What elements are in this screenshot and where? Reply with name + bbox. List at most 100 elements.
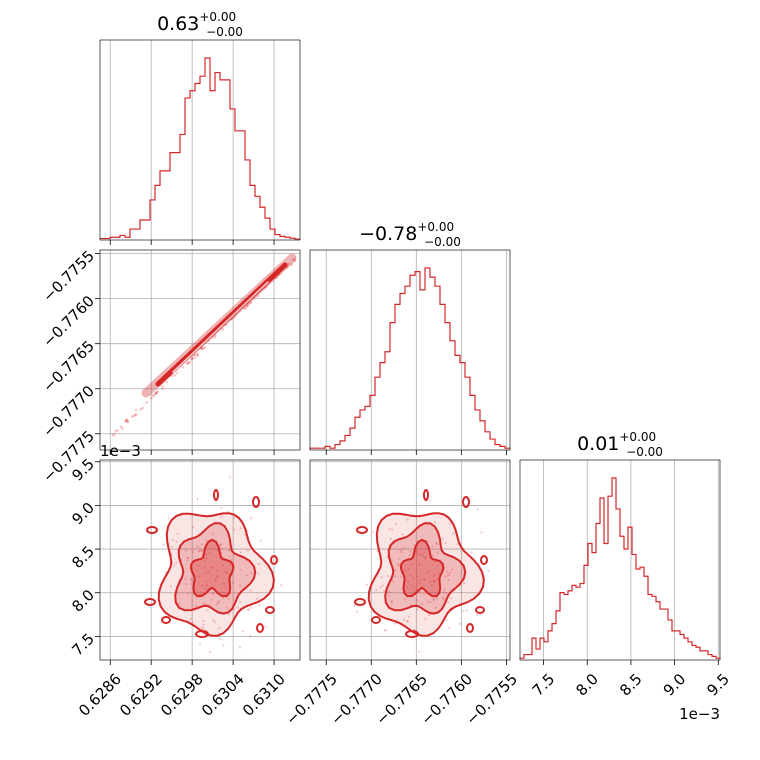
sample-point	[215, 576, 218, 579]
sample-point	[198, 575, 201, 578]
sample-point	[201, 627, 204, 631]
histogram-p2	[519, 477, 721, 659]
sample-point-p0-p1	[139, 407, 143, 411]
sample-point-p0-p1	[187, 361, 190, 364]
sample-point-p0-p1	[125, 418, 129, 421]
sample-point-p0-p1	[193, 353, 197, 357]
sample-point-p0-p1	[111, 433, 115, 437]
sample-point	[200, 543, 204, 546]
sample-point	[400, 575, 403, 579]
sample-point	[462, 610, 465, 613]
sample-point-p0-p1	[154, 391, 158, 395]
sample-point-p0-p1	[134, 413, 138, 416]
sample-point	[470, 551, 473, 554]
sample-point	[226, 606, 229, 609]
sample-point	[400, 551, 403, 554]
sample-point-p0-p1	[290, 263, 293, 267]
sample-point	[202, 623, 205, 626]
sample-point	[225, 571, 228, 575]
sample-point	[412, 577, 415, 580]
sample-point	[409, 573, 412, 577]
sample-point	[424, 557, 427, 560]
panel-frame-2d-p0-p2	[99, 459, 301, 661]
sample-point	[434, 606, 437, 609]
sample-point	[196, 497, 199, 501]
sample-point	[458, 622, 461, 626]
sample-point	[365, 583, 368, 587]
sample-point	[264, 625, 267, 629]
contour-level-outer	[367, 512, 485, 637]
sample-point-p0-p1	[132, 414, 136, 418]
sample-point	[416, 599, 419, 602]
sample-point	[189, 617, 192, 620]
sample-point	[390, 600, 393, 603]
sample-point-p0-p1	[126, 419, 130, 423]
contour-island	[423, 489, 429, 501]
sample-point	[431, 545, 434, 548]
contour-island	[405, 630, 419, 638]
tick-label-y-p2-1: 8.0	[68, 586, 98, 616]
sample-point	[257, 562, 260, 566]
sample-point-p0-p1	[134, 413, 137, 417]
sample-point	[239, 600, 242, 604]
sample-point	[401, 533, 404, 536]
histogram-p1	[309, 267, 511, 449]
sample-point	[258, 604, 261, 607]
sample-point	[239, 551, 242, 554]
sample-point	[255, 597, 259, 600]
sample-point	[422, 577, 425, 581]
contour-island	[161, 616, 171, 624]
sample-point	[476, 508, 479, 511]
sample-point	[424, 572, 427, 575]
sample-point	[232, 517, 235, 520]
title-p2: 0.01+0.00 −0.00	[577, 430, 663, 459]
sample-point	[186, 556, 189, 560]
sample-point-p0-p1	[246, 304, 249, 308]
contour-fill-outer	[368, 513, 484, 636]
sample-point-p0-p1	[213, 335, 216, 339]
sample-point-p0-p1	[119, 425, 123, 429]
tick-label-x-p2-3: 9.0	[660, 670, 690, 700]
sample-point-p0-p1	[130, 415, 134, 418]
sample-point	[402, 618, 406, 621]
sample-point	[428, 614, 431, 617]
contour-p1-p2	[354, 489, 488, 638]
sample-point	[416, 608, 419, 611]
sample-point	[431, 555, 434, 558]
contour-island	[146, 526, 158, 534]
sample-point	[211, 592, 214, 595]
tick-label-x-p0-3: 0.6304	[198, 670, 248, 720]
sample-point	[418, 582, 421, 585]
tick-label-x-p0-2: 0.6298	[157, 670, 207, 720]
offset-text-x-p2: 1e−3	[679, 705, 720, 723]
sample-point	[445, 618, 448, 622]
sample-point	[204, 571, 207, 574]
sample-point	[418, 563, 421, 567]
sample-point	[241, 629, 244, 633]
sample-point	[444, 541, 447, 545]
sample-point	[406, 619, 409, 623]
sample-point	[416, 574, 419, 578]
sample-point	[184, 578, 187, 581]
sample-point-p0-p1	[203, 346, 207, 350]
sample-point-p0-p1	[181, 365, 184, 369]
sample-point-p0-p1	[213, 334, 217, 337]
sample-point-p0-p1	[190, 357, 193, 361]
sample-point	[176, 532, 179, 535]
sample-point	[249, 589, 252, 592]
sample-point	[220, 543, 223, 546]
sample-point	[221, 564, 224, 567]
sample-point-p0-p1	[190, 357, 194, 361]
sample-point	[423, 578, 426, 582]
sample-point	[413, 590, 416, 593]
contour-fill-outer	[158, 513, 274, 636]
sample-point	[205, 580, 208, 583]
sample-point	[178, 602, 181, 605]
sample-point	[389, 537, 392, 540]
sample-point	[407, 615, 411, 618]
sample-point	[196, 545, 199, 548]
contour-p0-p1	[141, 253, 297, 398]
contour-island	[256, 623, 264, 633]
